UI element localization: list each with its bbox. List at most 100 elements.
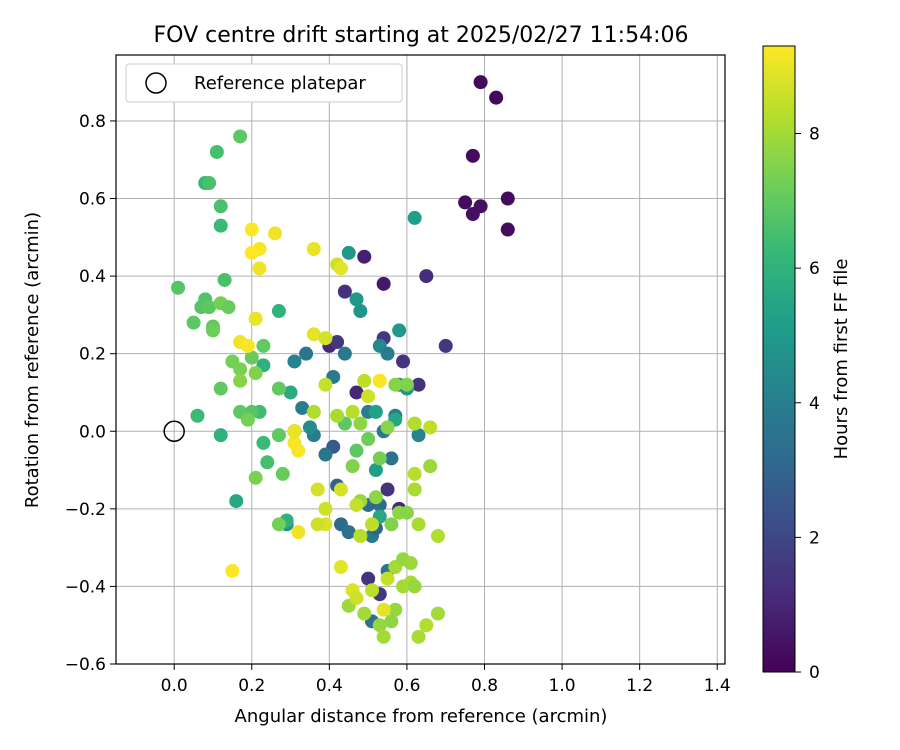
data-point xyxy=(372,451,387,466)
data-point xyxy=(213,218,228,233)
data-point xyxy=(384,614,399,629)
data-point xyxy=(333,560,348,575)
data-point xyxy=(349,385,364,400)
data-point xyxy=(353,416,368,431)
reference-marker xyxy=(163,420,185,443)
data-point xyxy=(225,563,240,578)
data-point xyxy=(240,338,255,353)
data-point xyxy=(171,280,186,295)
colorbar-gradient xyxy=(762,45,796,673)
reference-point xyxy=(163,420,185,443)
data-point xyxy=(372,618,387,633)
data-point xyxy=(458,195,473,210)
data-point xyxy=(291,443,306,458)
data-point xyxy=(407,416,422,431)
data-point xyxy=(407,210,422,225)
data-point xyxy=(376,629,391,644)
data-point xyxy=(318,447,333,462)
data-point xyxy=(213,199,228,214)
data-points xyxy=(171,75,515,644)
data-point xyxy=(244,222,259,237)
data-point xyxy=(244,245,259,260)
data-point xyxy=(384,451,399,466)
x-tick-label: 1.2 xyxy=(626,676,653,696)
data-point xyxy=(244,350,259,365)
data-point xyxy=(333,482,348,497)
data-point xyxy=(213,381,228,396)
data-point xyxy=(465,148,480,163)
data-point xyxy=(299,346,314,361)
data-point xyxy=(372,373,387,388)
data-point xyxy=(202,300,217,315)
data-point xyxy=(330,335,345,350)
colorbar-tick-label: 6 xyxy=(809,259,820,279)
data-point xyxy=(357,249,372,264)
data-point xyxy=(268,226,283,241)
legend-reference-marker xyxy=(145,72,167,94)
plot-frame xyxy=(115,54,726,665)
data-point xyxy=(407,579,422,594)
data-point xyxy=(376,276,391,291)
data-point xyxy=(407,482,422,497)
data-point xyxy=(349,497,364,512)
data-point xyxy=(430,606,445,621)
data-point xyxy=(365,583,380,598)
y-tick-label: −0.4 xyxy=(65,577,106,597)
data-point xyxy=(345,459,360,474)
data-point xyxy=(411,377,426,392)
data-point xyxy=(330,408,345,423)
data-point xyxy=(233,362,248,377)
data-point xyxy=(411,629,426,644)
data-point xyxy=(384,517,399,532)
data-point xyxy=(376,602,391,617)
data-point xyxy=(295,400,310,415)
data-point xyxy=(337,346,352,361)
colorbar-tick-label: 4 xyxy=(809,394,820,414)
data-point xyxy=(419,618,434,633)
y-axis-label: Rotation from reference (arcmin) xyxy=(22,212,43,508)
data-point xyxy=(380,482,395,497)
data-point xyxy=(271,381,286,396)
x-tick-label: 1.4 xyxy=(704,676,731,696)
data-point xyxy=(349,443,364,458)
data-point xyxy=(337,284,352,299)
data-point xyxy=(392,323,407,338)
data-point xyxy=(368,490,383,505)
data-point xyxy=(357,373,372,388)
data-point xyxy=(423,420,438,435)
x-axis-label: Angular distance from reference (arcmin) xyxy=(235,706,608,727)
data-point xyxy=(271,428,286,443)
data-point xyxy=(341,525,356,540)
legend-box xyxy=(125,63,403,103)
data-point xyxy=(310,482,325,497)
data-point xyxy=(252,261,267,276)
colorbar: 0 2 4 6 8 Hours from first FF file xyxy=(762,45,852,683)
data-point xyxy=(233,373,248,388)
data-point xyxy=(361,571,376,586)
data-point xyxy=(287,354,302,369)
data-point xyxy=(186,315,201,330)
data-point xyxy=(271,304,286,319)
data-point xyxy=(248,470,263,485)
x-axis-ticks: 0.0 0.2 0.4 0.6 0.8 1.0 1.2 1.4 xyxy=(161,664,731,696)
data-point xyxy=(407,466,422,481)
data-point xyxy=(217,272,232,287)
y-tick-label: 0.2 xyxy=(79,345,106,365)
data-point xyxy=(256,338,271,353)
data-point xyxy=(302,420,317,435)
data-point xyxy=(399,505,414,520)
y-tick-label: 0.6 xyxy=(79,190,106,210)
x-tick-label: 0.4 xyxy=(316,676,343,696)
data-point xyxy=(361,389,376,404)
data-point xyxy=(438,338,453,353)
x-tick-label: 0.2 xyxy=(238,676,265,696)
data-point xyxy=(380,420,395,435)
x-tick-label: 1.0 xyxy=(549,676,576,696)
x-tick-label: 0.8 xyxy=(471,676,498,696)
data-point xyxy=(213,428,228,443)
data-point xyxy=(349,591,364,606)
data-point xyxy=(318,501,333,516)
data-point xyxy=(333,261,348,276)
data-point xyxy=(202,176,217,191)
